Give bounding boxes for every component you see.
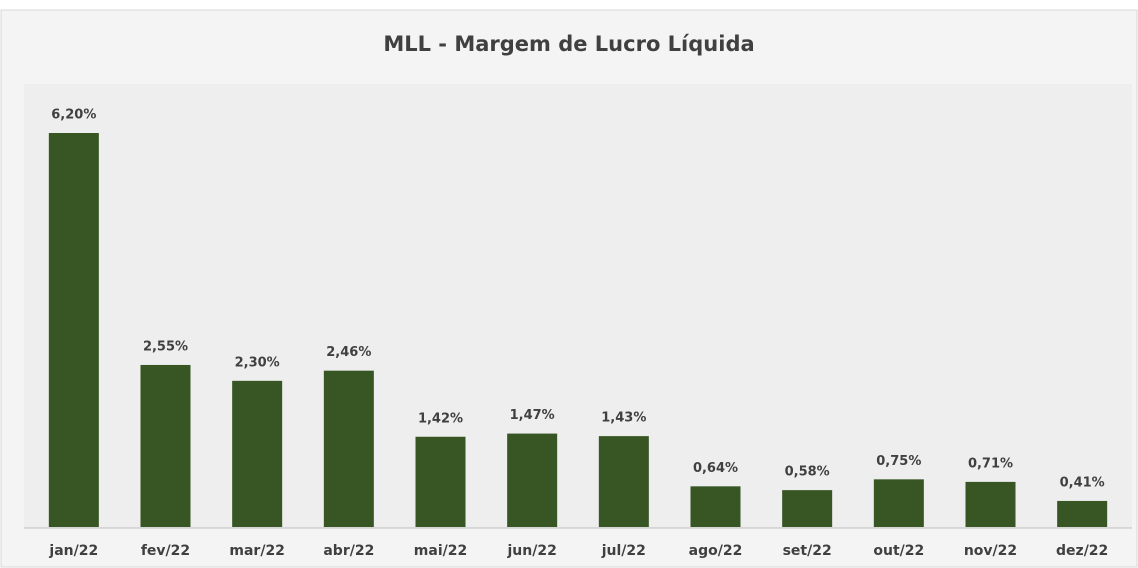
data-label: 0,64% — [693, 461, 738, 476]
data-label: 1,43% — [601, 411, 646, 426]
data-label: 0,71% — [968, 456, 1013, 471]
x-tick-label: ago/22 — [689, 543, 743, 559]
x-tick-label: dez/22 — [1056, 543, 1108, 559]
data-label: 2,30% — [235, 355, 280, 370]
x-tick-label: nov/22 — [964, 543, 1017, 559]
plot-area — [24, 84, 1132, 528]
chart-title: MLL - Margem de Lucro Líquida — [383, 32, 754, 56]
bar — [782, 490, 833, 527]
data-label: 1,42% — [418, 411, 463, 426]
bar — [690, 486, 741, 527]
bar — [323, 370, 374, 527]
data-label: 6,20% — [51, 108, 96, 123]
x-tick-label: fev/22 — [141, 543, 190, 559]
data-label: 0,41% — [1060, 475, 1105, 490]
x-tick-label: out/22 — [873, 543, 924, 559]
data-label: 0,75% — [876, 454, 921, 469]
x-tick-label: mai/22 — [414, 543, 467, 559]
x-tick-label: jan/22 — [48, 543, 98, 559]
x-tick-label: abr/22 — [323, 543, 374, 559]
bar — [965, 481, 1016, 527]
data-label: 2,46% — [326, 345, 371, 360]
bar — [1057, 500, 1108, 527]
x-tick-label: jun/22 — [507, 543, 557, 559]
x-tick-label: mar/22 — [229, 543, 285, 559]
bar — [415, 436, 466, 527]
data-label: 0,58% — [785, 465, 830, 480]
x-tick-label: jul/22 — [601, 543, 646, 559]
data-label: 2,55% — [143, 339, 188, 354]
bar — [140, 364, 191, 527]
bar — [48, 133, 99, 527]
bar — [873, 479, 924, 527]
bar — [232, 380, 283, 527]
x-tick-label: set/22 — [783, 543, 832, 559]
bar — [598, 436, 649, 527]
bar — [507, 433, 558, 527]
data-label: 1,47% — [510, 408, 555, 423]
